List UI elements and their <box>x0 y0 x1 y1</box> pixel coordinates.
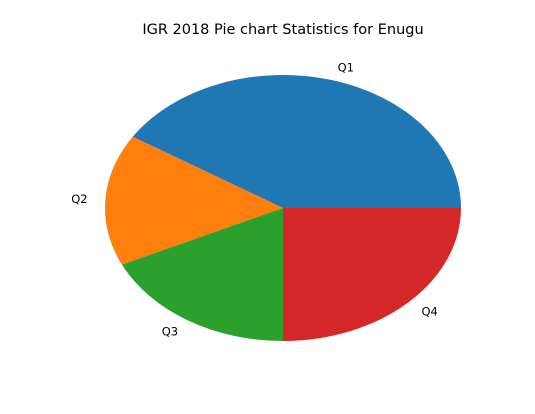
pie-slice-q4 <box>283 208 461 341</box>
pie-slices <box>105 75 461 341</box>
slice-label-q1: Q1 <box>338 61 354 75</box>
pie-labels: Q1 Q2 Q3 Q4 <box>71 61 438 339</box>
pie-slice-q1 <box>132 75 461 208</box>
slice-label-q4: Q4 <box>422 304 438 318</box>
slice-label-q2: Q2 <box>71 192 87 206</box>
pie-slice-q2 <box>105 136 283 265</box>
pie-slice-q3 <box>121 208 283 341</box>
chart-title: IGR 2018 Pie chart Statistics for Enugu <box>142 22 423 38</box>
slice-label-q3: Q3 <box>162 325 178 339</box>
